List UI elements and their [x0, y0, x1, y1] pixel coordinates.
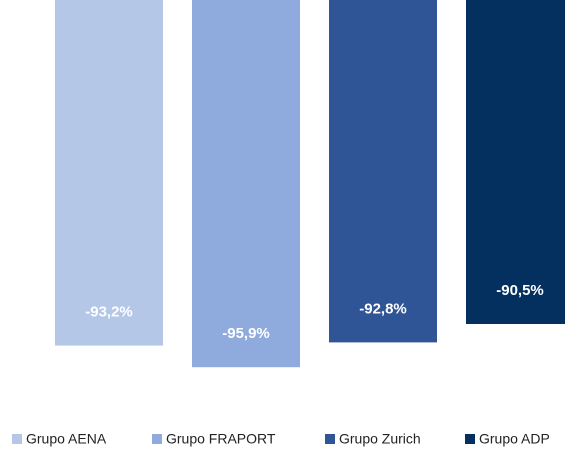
bar: [55, 0, 163, 346]
bar: [192, 0, 300, 368]
legend-label: Grupo ADP: [479, 431, 550, 447]
legend-label: Grupo AENA: [26, 431, 107, 447]
legend-label: Grupo Zurich: [339, 431, 421, 447]
value-label: -92,8%: [359, 300, 407, 317]
value-label: -90,5%: [496, 282, 544, 299]
value-label: -95,9%: [222, 325, 270, 342]
value-label: -93,2%: [85, 304, 133, 321]
legend-swatch: [12, 434, 22, 444]
bar: [329, 0, 437, 343]
legend-label: Grupo FRAPORT: [166, 431, 276, 447]
bar: [466, 0, 565, 324]
legend-swatch: [152, 434, 162, 444]
legend-swatch: [465, 434, 475, 444]
legend-swatch: [325, 434, 335, 444]
